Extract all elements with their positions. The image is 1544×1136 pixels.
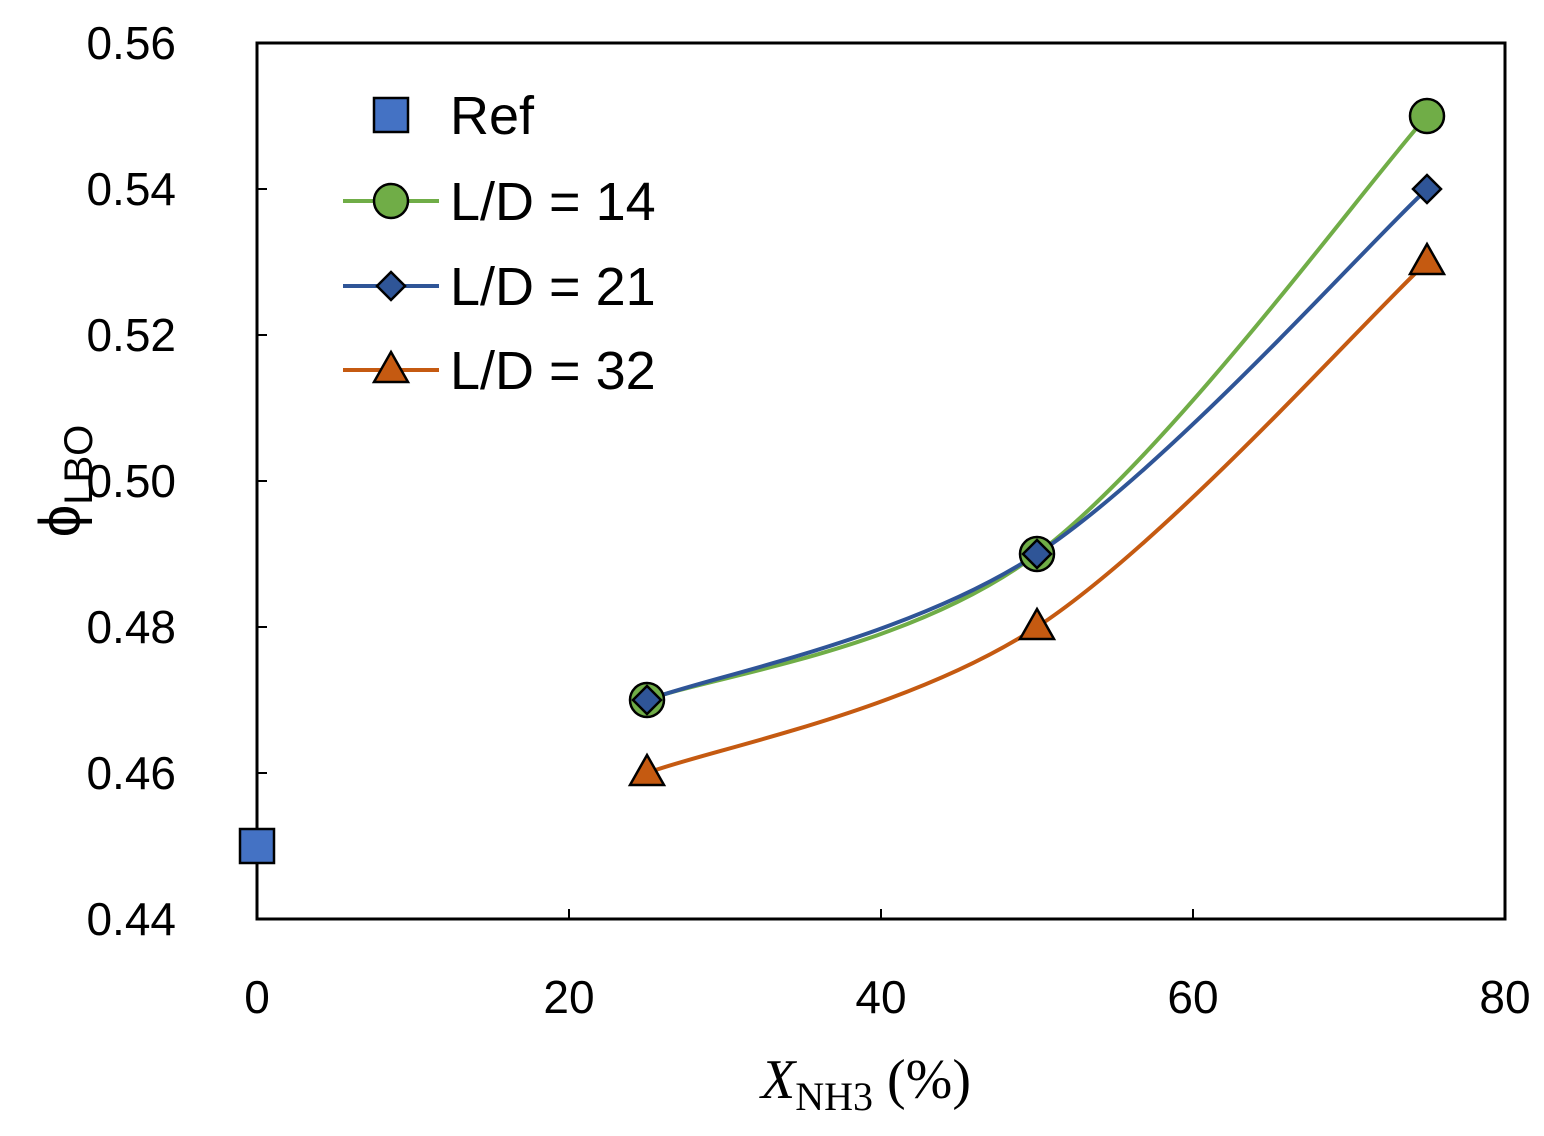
- series-line-l-d-32: [646, 260, 1429, 775]
- x-tick-label: 20: [543, 971, 594, 1023]
- y-tick-label: 0.46: [86, 747, 176, 799]
- y-tick-label: 0.44: [86, 893, 176, 945]
- y-axis: 0.44 0.46 0.48 0.50 0.52 0.54 0.56: [86, 17, 267, 945]
- data-point-ref: [238, 827, 276, 865]
- legend: Ref L/D = 14 L/D = 21 L/D = 32: [343, 86, 656, 401]
- data-point-l-d-32: [1017, 606, 1057, 641]
- data-point-l-d-32: [1407, 241, 1447, 276]
- y-tick-label: 0.54: [86, 163, 176, 215]
- data-point-l-d-32: [627, 752, 667, 787]
- x-tick-label: 80: [1479, 971, 1530, 1023]
- x-axis: 0 20 40 60 80: [244, 909, 1531, 1023]
- legend-marker-l-d-21: [375, 270, 407, 302]
- x-tick-label: 0: [244, 971, 270, 1023]
- legend-label-l-d-32: L/D = 32: [450, 341, 656, 401]
- data-point-l-d-21: [631, 684, 663, 716]
- legend-label-l-d-14: L/D = 14: [450, 172, 656, 232]
- legend-marker-l-d-32: [371, 349, 411, 384]
- y-axis-label: ϕLBO: [28, 425, 101, 538]
- y-tick-label: 0.52: [86, 309, 176, 361]
- plot-area: [255, 41, 1507, 921]
- y-tick-label: 0.56: [86, 17, 176, 69]
- data-point-l-d-21: [1021, 538, 1053, 570]
- y-tick-label: 0.48: [86, 601, 176, 653]
- x-tick-label: 40: [855, 971, 906, 1023]
- legend-label-ref: Ref: [450, 86, 535, 146]
- data-point-l-d-21: [1411, 173, 1443, 205]
- series-markers: [238, 97, 1447, 865]
- legend-marker-ref: [372, 96, 410, 134]
- legend-label-l-d-21: L/D = 21: [450, 257, 656, 317]
- x-axis-label: XNH3 (%): [759, 1049, 971, 1119]
- legend-marker-l-d-14: [372, 182, 410, 220]
- data-point-l-d-14: [1408, 97, 1446, 135]
- y-tick-label: 0.50: [86, 455, 176, 507]
- x-tick-label: 60: [1167, 971, 1218, 1023]
